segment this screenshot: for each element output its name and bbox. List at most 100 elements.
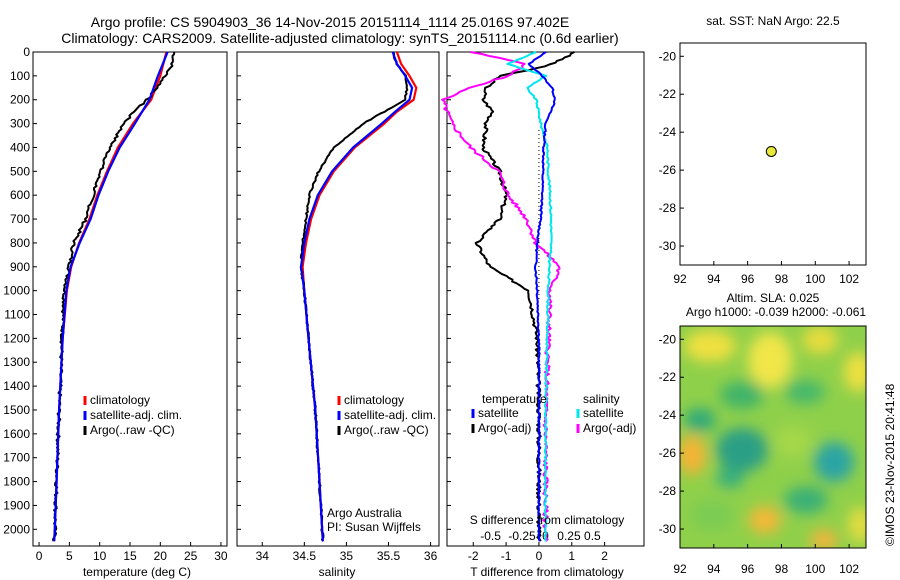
temperature-argo-line bbox=[52, 51, 176, 542]
salinity-xtick-label-2: 35 bbox=[340, 549, 354, 563]
heatmap-ytick-label--30: -30 bbox=[659, 522, 677, 536]
temperature-xtick-label-2: 10 bbox=[93, 549, 107, 563]
difference-temperature-legend-1: Argo(-adj) bbox=[478, 421, 531, 435]
difference-t-satellite-line bbox=[527, 51, 556, 542]
credit-text: ©IMOS 23-Nov-2015 20:41:48 bbox=[883, 383, 897, 546]
salinity-argo-line bbox=[299, 51, 409, 542]
difference-legend-title-salinity: salinity bbox=[583, 392, 620, 406]
depth-tick-label-700: 700 bbox=[10, 212, 30, 226]
depth-tick-label-1500: 1500 bbox=[3, 403, 30, 417]
heatmap-xtick-label-94: 94 bbox=[707, 562, 721, 576]
heatmap-xtick-label-96: 96 bbox=[741, 562, 755, 576]
altimetry-axes: 92 94 96 98 100 102 -20 -22 -24 -26 -28 -30 bbox=[659, 332, 860, 576]
temperature-axis-label: temperature (deg C) bbox=[83, 565, 191, 579]
difference-s-tick-label-0: -0.5 bbox=[480, 529, 501, 543]
heatmap-ytick-label--20: -20 bbox=[659, 332, 677, 346]
salinity-xtick-label-4: 36 bbox=[424, 549, 438, 563]
difference-s-tick-label-1: -0.25 bbox=[508, 529, 536, 543]
map-xtick-label-94: 94 bbox=[707, 272, 721, 286]
heatmap-xtick-label-98: 98 bbox=[775, 562, 789, 576]
depth-tick-label-1300: 1300 bbox=[3, 355, 30, 369]
heatmap-ytick-label--24: -24 bbox=[659, 408, 677, 422]
altimetry-subtitle: Argo h1000: -0.039 h2000: -0.061 bbox=[686, 305, 866, 319]
heatmap-ytick-label--26: -26 bbox=[659, 446, 677, 460]
depth-tick-label-900: 900 bbox=[10, 260, 30, 274]
salinity-panel-frame bbox=[236, 51, 440, 547]
depth-tick-label-1900: 1900 bbox=[3, 498, 30, 512]
difference-t-xtick-label-1: -1 bbox=[501, 549, 512, 563]
salinity-legend-1: satellite-adj. clim. bbox=[344, 408, 436, 422]
temperature-legend-0: climatology bbox=[90, 393, 150, 407]
location-map-frame bbox=[679, 42, 867, 266]
altimetry-title: Altim. SLA: 0.025 bbox=[727, 291, 820, 305]
depth-tick-label-1200: 1200 bbox=[3, 331, 30, 345]
float-location-marker bbox=[765, 145, 777, 157]
map-ytick-label--30: -30 bbox=[659, 239, 677, 253]
salinity-annotation-line2: PI: Susan Wijffels bbox=[327, 520, 421, 534]
temperature-xtick-label-6: 30 bbox=[214, 549, 228, 563]
temperature-xtick-label-3: 15 bbox=[123, 549, 137, 563]
depth-tick-label-1700: 1700 bbox=[3, 451, 30, 465]
map-xtick-label-98: 98 bbox=[775, 272, 789, 286]
heatmap-xtick-label-100: 100 bbox=[805, 562, 825, 576]
depth-tick-label-1000: 1000 bbox=[3, 284, 30, 298]
difference-legend-title-temperature: temperature bbox=[482, 392, 547, 406]
temperature-panel: 0100200300400500600700800900100011001200… bbox=[3, 45, 228, 563]
salinity-legend-2: Argo(..raw -QC) bbox=[344, 423, 429, 437]
s-difference-axis-label: S difference from climatology bbox=[470, 513, 625, 527]
depth-tick-label-800: 800 bbox=[10, 236, 30, 250]
depth-tick-label-1100: 1100 bbox=[4, 308, 30, 322]
difference-s-tick-label-4: 0.5 bbox=[584, 529, 601, 543]
location-map-title: sat. SST: NaN Argo: 22.5 bbox=[706, 14, 840, 28]
temperature-xtick-label-1: 5 bbox=[66, 549, 73, 563]
salinity-xtick-label-1: 34.5 bbox=[293, 549, 317, 563]
salinity-legend-0: climatology bbox=[344, 393, 404, 407]
depth-tick-label-200: 200 bbox=[10, 93, 30, 107]
altimetry-heatmap-frame bbox=[679, 325, 867, 549]
difference-t-xtick-label-0: -2 bbox=[468, 549, 479, 563]
map-xtick-label-96: 96 bbox=[741, 272, 755, 286]
depth-tick-label-100: 100 bbox=[10, 69, 30, 83]
difference-t-xtick-label-2: 0 bbox=[536, 549, 543, 563]
temperature-satellite-line bbox=[53, 51, 169, 542]
map-xtick-label-102: 102 bbox=[839, 272, 859, 286]
depth-tick-label-0: 0 bbox=[23, 45, 30, 59]
depth-tick-label-1800: 1800 bbox=[3, 475, 30, 489]
salinity-satellite-line bbox=[299, 51, 414, 542]
depth-tick-label-600: 600 bbox=[10, 188, 30, 202]
salinity-annotation-line1: Argo Australia bbox=[327, 506, 402, 520]
heatmap-xtick-label-92: 92 bbox=[673, 562, 687, 576]
temperature-legend-1: satellite-adj. clim. bbox=[90, 408, 182, 422]
difference-t-argo-line bbox=[474, 51, 575, 542]
temperature-xtick-label-5: 25 bbox=[184, 549, 198, 563]
depth-tick-label-1400: 1400 bbox=[3, 379, 30, 393]
heatmap-xtick-label-102: 102 bbox=[839, 562, 859, 576]
difference-s-tick-label-3: 0.25 bbox=[557, 529, 581, 543]
location-map: 92 94 96 98 100 102 -20 -22 -24 -26 -28 -30 bbox=[659, 49, 860, 286]
header-line2: Climatology: CARS2009. Satellite-adjuste… bbox=[61, 30, 618, 46]
t-difference-axis-label: T difference from climatology bbox=[470, 565, 624, 579]
depth-tick-label-500: 500 bbox=[10, 164, 30, 178]
map-xtick-label-100: 100 bbox=[805, 272, 825, 286]
map-ytick-label--24: -24 bbox=[659, 125, 677, 139]
temperature-xtick-label-0: 0 bbox=[36, 549, 43, 563]
heatmap-ytick-label--28: -28 bbox=[659, 484, 677, 498]
map-xtick-label-92: 92 bbox=[673, 272, 687, 286]
temperature-climatology-line bbox=[53, 51, 168, 542]
map-ytick-label--28: -28 bbox=[659, 201, 677, 215]
depth-tick-label-400: 400 bbox=[10, 140, 30, 154]
depth-tick-label-300: 300 bbox=[10, 117, 30, 131]
heatmap-ytick-label--22: -22 bbox=[659, 370, 677, 384]
difference-temperature-legend-0: satellite bbox=[478, 406, 519, 420]
difference-t-xtick-label-3: 1 bbox=[568, 549, 575, 563]
map-ytick-label--22: -22 bbox=[659, 87, 677, 101]
depth-tick-label-1600: 1600 bbox=[3, 427, 30, 441]
difference-salinity-legend-0: satellite bbox=[583, 406, 624, 420]
difference-t-xtick-label-4: 2 bbox=[601, 549, 608, 563]
temperature-xtick-label-4: 20 bbox=[154, 549, 168, 563]
salinity-xtick-label-3: 35.5 bbox=[377, 549, 401, 563]
altimetry-heatmap bbox=[680, 326, 866, 548]
header-line1: Argo profile: CS 5904903_36 14-Nov-2015 … bbox=[91, 14, 569, 30]
